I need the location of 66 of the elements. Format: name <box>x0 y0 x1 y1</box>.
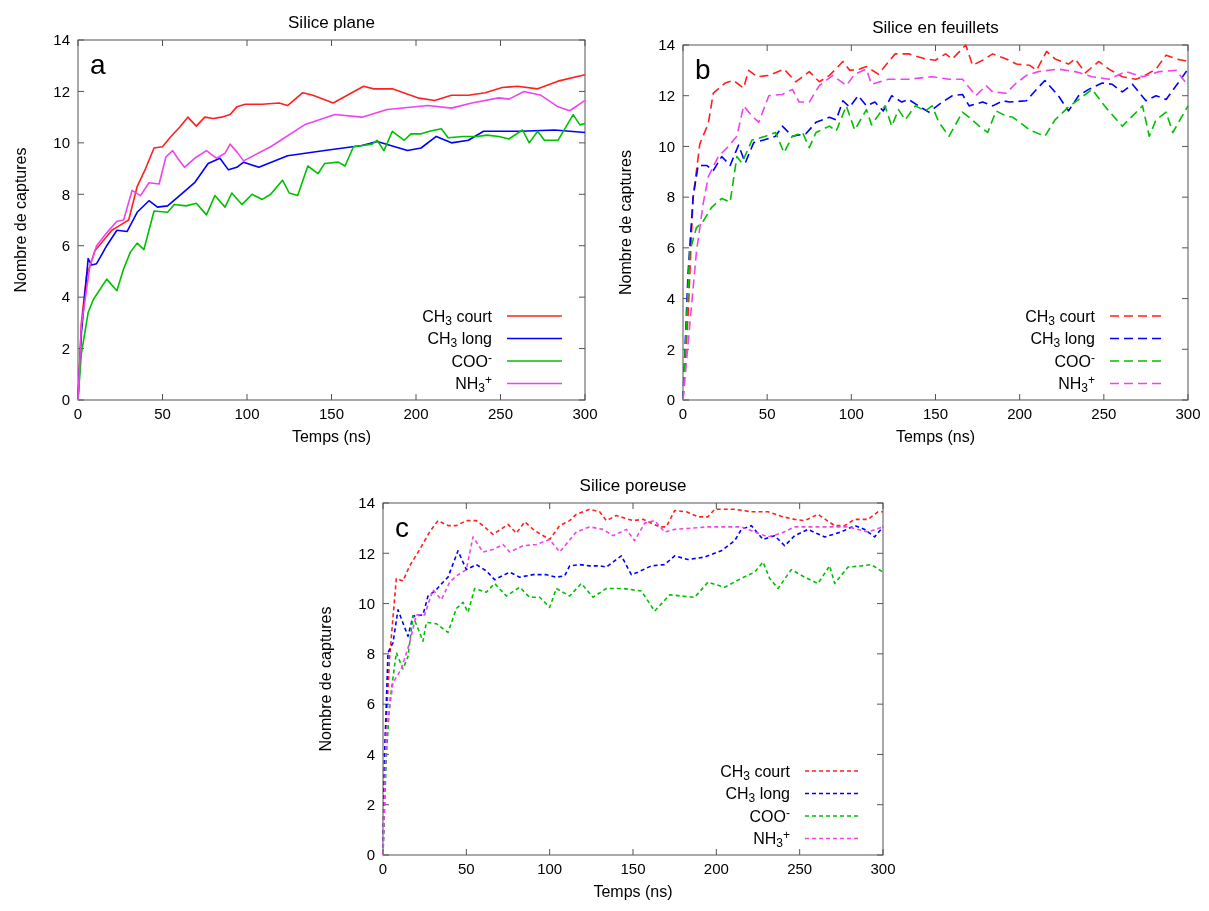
y-tick-label: 12 <box>53 82 70 100</box>
y-axis-title: Nombre de captures <box>617 150 634 295</box>
y-axis-title: Nombre de captures <box>317 606 334 752</box>
y-tick-label: 6 <box>666 239 675 257</box>
legend-label: CH$_{3}$ court <box>422 307 493 328</box>
x-tick-label: 250 <box>1091 405 1117 422</box>
y-tick-label: 4 <box>61 288 70 306</box>
legend-label: COO$^{-}$ <box>451 350 492 370</box>
y-tick-label: 10 <box>53 134 70 152</box>
legend-label: CH$_{3}$ court <box>720 762 791 783</box>
y-tick-label: 2 <box>366 795 375 813</box>
x-tick-label: 50 <box>457 860 475 877</box>
legend-label: CH$_{3}$ long <box>1030 330 1095 351</box>
y-tick-label: 14 <box>358 494 375 512</box>
x-tick-label: 200 <box>703 860 729 877</box>
y-tick-label: 14 <box>658 36 675 54</box>
y-tick-label: 4 <box>666 289 675 307</box>
x-axis-title: Temps (ns) <box>895 428 976 445</box>
y-tick-label: 14 <box>53 31 70 49</box>
x-tick-label: 0 <box>378 860 388 877</box>
y-tick-label: 12 <box>658 86 675 104</box>
annotation: b <box>695 54 711 85</box>
x-tick-label: 0 <box>678 405 688 422</box>
y-tick-label: 6 <box>366 695 375 713</box>
x-tick-label: 300 <box>572 405 598 422</box>
x-tick-label: 100 <box>537 860 563 877</box>
annotation: a <box>90 49 106 80</box>
x-tick-label: 300 <box>870 860 896 877</box>
y-tick-label: 2 <box>61 339 70 357</box>
y-tick-label: 0 <box>61 391 70 409</box>
y-tick-label: 0 <box>366 846 375 864</box>
chart-title: Silice en feuillets <box>872 18 999 37</box>
chart-title: Silice poreuse <box>579 476 687 495</box>
x-axis-title: Temps (ns) <box>291 428 372 445</box>
y-tick-label: 12 <box>358 544 375 562</box>
x-axis-title: Temps (ns) <box>593 883 673 900</box>
x-tick-label: 0 <box>73 405 83 422</box>
x-tick-label: 250 <box>787 860 813 877</box>
annotation: c <box>395 512 409 543</box>
x-tick-label: 150 <box>318 405 345 422</box>
y-tick-label: 0 <box>666 391 675 409</box>
legend-label: CH$_{3}$ long <box>427 330 492 351</box>
legend-label: CH$_{3}$ court <box>1025 307 1096 328</box>
x-tick-label: 300 <box>1175 405 1201 422</box>
y-tick-label: 8 <box>61 185 70 203</box>
x-tick-label: 200 <box>1007 405 1033 422</box>
y-tick-label: 2 <box>666 340 675 358</box>
x-tick-label: 100 <box>234 405 260 422</box>
y-tick-label: 4 <box>366 745 375 763</box>
y-axis-title: Nombre de captures <box>12 147 29 293</box>
y-tick-label: 8 <box>666 188 675 206</box>
x-tick-label: 50 <box>758 405 776 422</box>
x-tick-label: 250 <box>487 405 514 422</box>
x-tick-label: 100 <box>838 405 864 422</box>
x-tick-label: 150 <box>620 860 646 877</box>
x-tick-label: 50 <box>154 405 171 422</box>
chart-title: Silice plane <box>288 13 375 32</box>
legend-label: COO$^{-}$ <box>1054 350 1095 370</box>
y-tick-label: 8 <box>366 645 375 663</box>
y-tick-label: 6 <box>61 236 70 254</box>
legend-label: CH$_{3}$ long <box>725 785 790 806</box>
x-tick-label: 150 <box>922 405 949 422</box>
legend-label: COO$^{-}$ <box>749 805 790 825</box>
y-tick-label: 10 <box>658 137 675 155</box>
x-tick-label: 200 <box>403 405 429 422</box>
y-tick-label: 10 <box>358 594 375 612</box>
